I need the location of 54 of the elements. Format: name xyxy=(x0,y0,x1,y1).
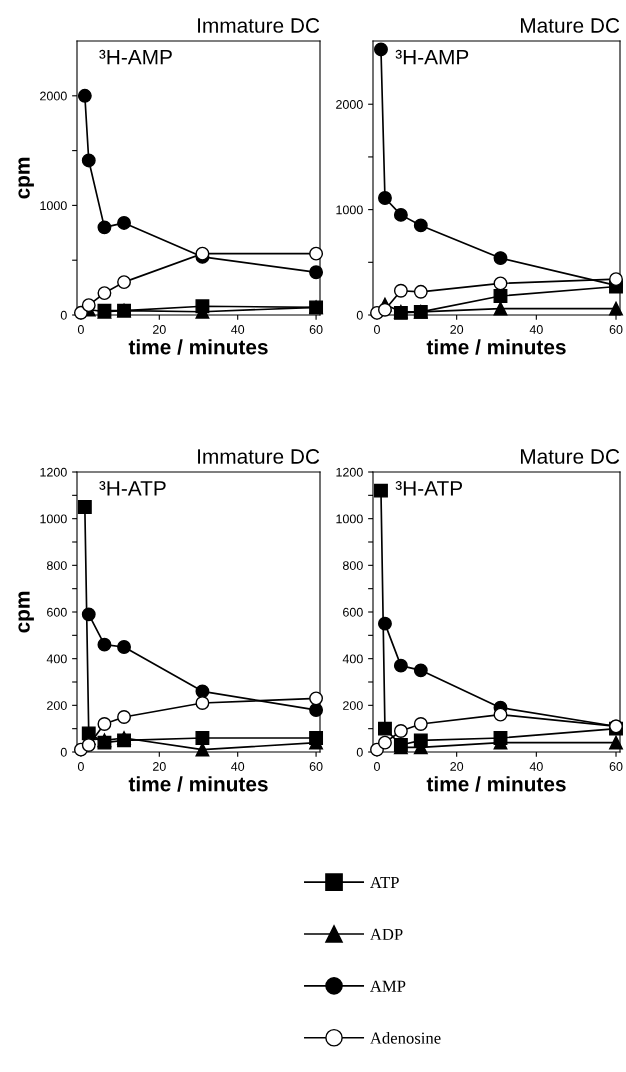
annotation: ³H-ATP xyxy=(395,481,463,496)
y-tick-label: 400 xyxy=(46,654,67,664)
y-tick-label: 1200 xyxy=(40,467,67,477)
y-tick-label: 0 xyxy=(356,310,363,320)
annotation: ³H-AMP xyxy=(99,49,172,65)
x-axis-title: time / minutes xyxy=(426,776,566,792)
y-tick-label: 0 xyxy=(356,747,363,757)
annotation: ³H-AMP xyxy=(395,49,469,65)
chart-title: Immature DC xyxy=(198,449,320,464)
chart-title: Mature DC xyxy=(521,449,620,464)
y-tick-label: 0 xyxy=(60,310,67,320)
chart-title: Immature DC xyxy=(198,18,320,33)
x-tick-label: 20 xyxy=(450,325,464,334)
y-tick-label: 1000 xyxy=(40,514,67,524)
x-tick-label: 40 xyxy=(231,325,245,334)
y-tick-label: 1000 xyxy=(336,205,363,215)
legend-label: AMP xyxy=(370,980,406,992)
legend-label: Adenosine xyxy=(370,1032,441,1044)
y-tick-label: 2000 xyxy=(40,91,67,101)
x-tick-label: 40 xyxy=(529,325,543,334)
y-tick-label: 400 xyxy=(342,654,363,664)
x-axis-title: time / minutes xyxy=(426,339,566,355)
x-tick-label: 0 xyxy=(77,325,84,334)
y-tick-label: 600 xyxy=(343,607,363,617)
x-tick-label: 20 xyxy=(152,325,166,334)
y-tick-label: 1000 xyxy=(40,201,67,211)
x-tick-label: 0 xyxy=(374,762,380,771)
y-tick-label: 1000 xyxy=(336,514,363,524)
x-tick-label: 20 xyxy=(450,762,464,771)
x-tick-label: 20 xyxy=(152,762,166,771)
x-tick-label: 40 xyxy=(231,762,245,771)
y-tick-label: 1200 xyxy=(336,467,363,477)
y-axis-title: cpm xyxy=(18,591,34,633)
legend-label: ADP xyxy=(370,928,403,940)
x-tick-label: 60 xyxy=(309,762,323,771)
y-tick-label: 600 xyxy=(47,607,67,617)
x-axis-title: time / minutes xyxy=(128,339,268,355)
x-tick-label: 0 xyxy=(374,325,380,334)
y-tick-label: 200 xyxy=(343,701,363,710)
x-tick-label: 0 xyxy=(77,762,84,771)
x-tick-label: 40 xyxy=(529,762,543,771)
annotation: ³H-ATP xyxy=(99,481,166,496)
y-tick-label: 800 xyxy=(46,561,67,570)
chart-title: Mature DC xyxy=(521,18,620,33)
y-tick-label: 0 xyxy=(60,747,67,757)
legend-label: ATP xyxy=(370,876,399,888)
y-tick-label: 2000 xyxy=(336,100,363,109)
y-axis-title: cpm xyxy=(18,157,34,199)
x-tick-label: 60 xyxy=(309,325,323,334)
x-tick-label: 60 xyxy=(609,325,623,334)
y-tick-label: 200 xyxy=(47,701,67,710)
x-tick-label: 60 xyxy=(609,762,623,771)
x-axis-title: time / minutes xyxy=(128,776,268,792)
y-tick-label: 800 xyxy=(342,561,363,570)
